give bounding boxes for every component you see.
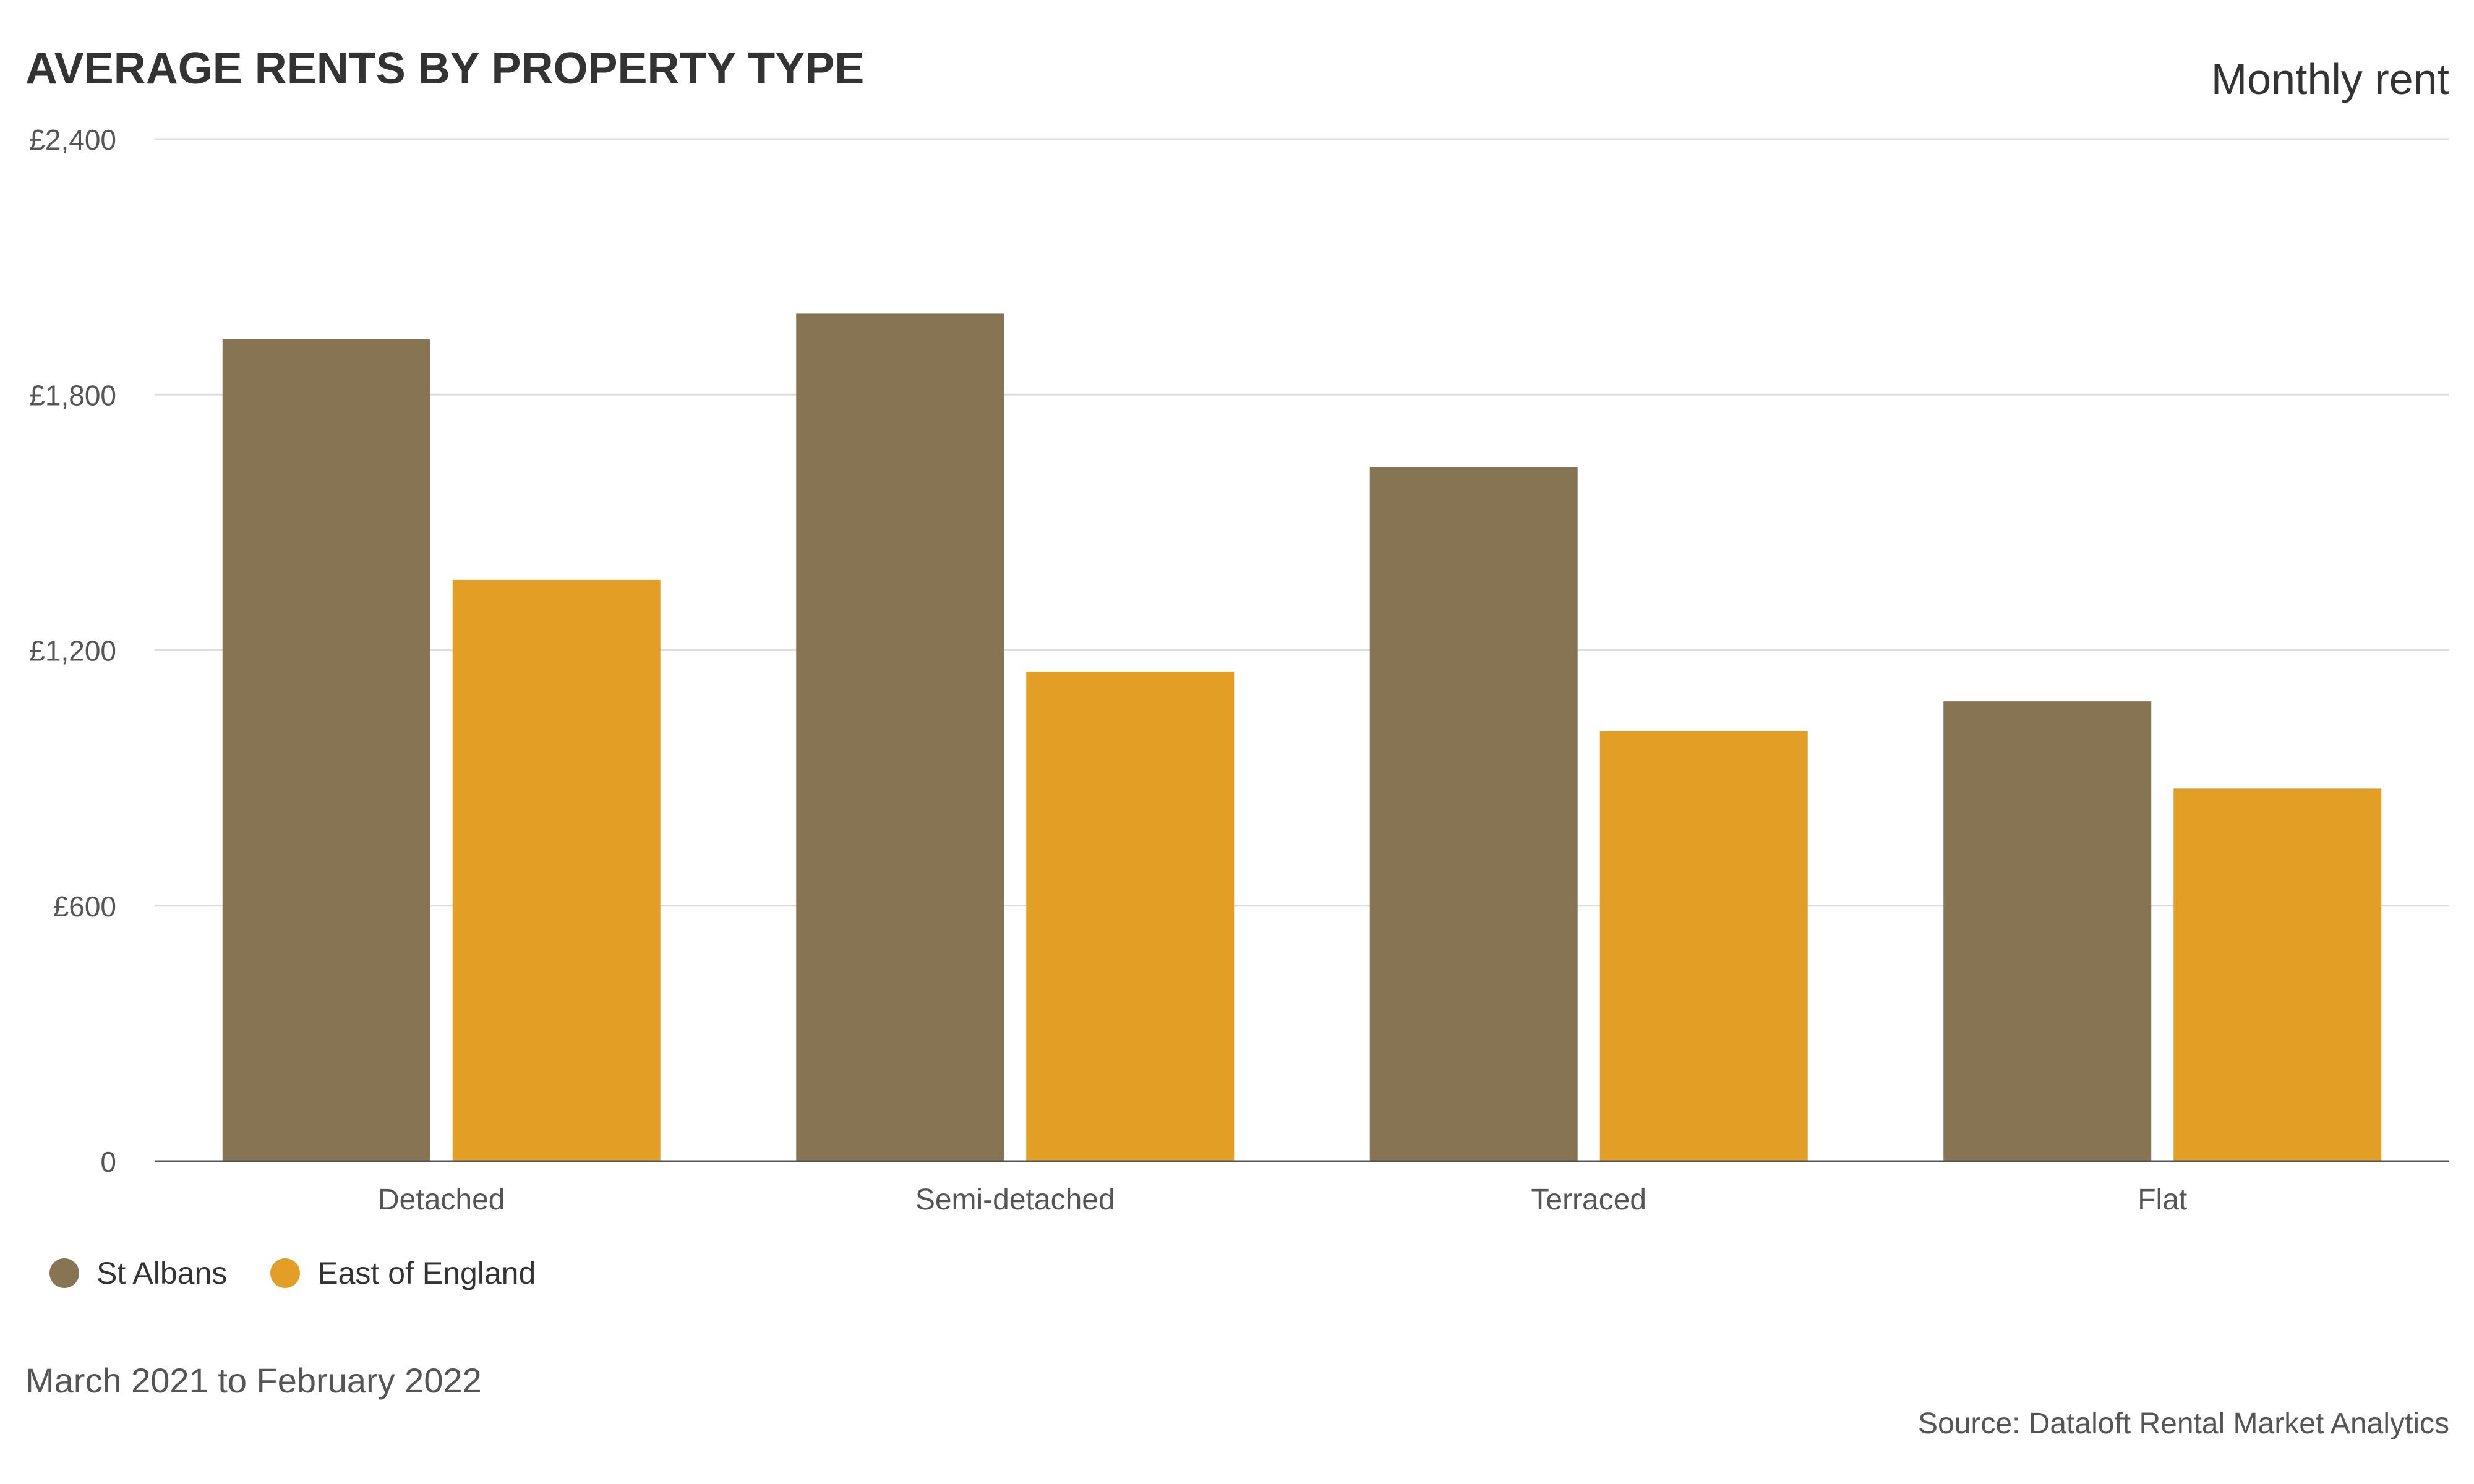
legend-swatch-east-of-england (270, 1258, 301, 1288)
bar-terraced-east-of-england[interactable] (1599, 731, 1808, 1161)
y-tick-label: £2,400 (29, 124, 116, 156)
legend-label-east-of-england: East of England (317, 1256, 536, 1290)
bar-semi-detached-st-albans[interactable] (796, 313, 1004, 1162)
source-note: Source: Dataloft Rental Market Analytics (1917, 1407, 2449, 1440)
x-axis-ticks: Detached Semi-detached Terraced Flat (378, 1183, 2187, 1216)
bar-flat-east-of-england[interactable] (2173, 788, 2382, 1161)
legend-item-st-albans[interactable]: St Albans (49, 1255, 227, 1291)
legend: St Albans East of England (49, 1255, 579, 1291)
legend-label-st-albans: St Albans (96, 1256, 228, 1290)
bar-semi-detached-east-of-england[interactable] (1026, 671, 1235, 1161)
y-tick-label: £1,200 (29, 635, 116, 667)
legend-item-east-of-england[interactable]: East of England (270, 1255, 536, 1291)
y-tick-label: £1,800 (29, 379, 116, 411)
date-range-note: March 2021 to February 2022 (25, 1361, 482, 1400)
x-tick-label: Terraced (1531, 1183, 1646, 1216)
legend-swatch-st-albans (49, 1258, 79, 1288)
monthly-rent-label: Monthly rent (2211, 55, 2449, 103)
bar-detached-east-of-england[interactable] (452, 579, 661, 1161)
bar-flat-st-albans[interactable] (1943, 701, 2152, 1161)
x-tick-label: Flat (2138, 1183, 2187, 1216)
bar-terraced-st-albans[interactable] (1369, 467, 1578, 1161)
x-tick-label: Detached (378, 1183, 505, 1216)
y-tick-label: 0 (100, 1146, 116, 1178)
bar-detached-st-albans[interactable] (222, 339, 430, 1161)
y-tick-label: £600 (53, 890, 116, 923)
chart-title: AVERAGE RENTS BY PROPERTY TYPE (25, 44, 865, 93)
y-axis-ticks: 0 £600 £1,200 £1,800 £2,400 (29, 124, 116, 1178)
x-tick-label: Semi-detached (915, 1183, 1115, 1216)
bars (222, 313, 2382, 1162)
